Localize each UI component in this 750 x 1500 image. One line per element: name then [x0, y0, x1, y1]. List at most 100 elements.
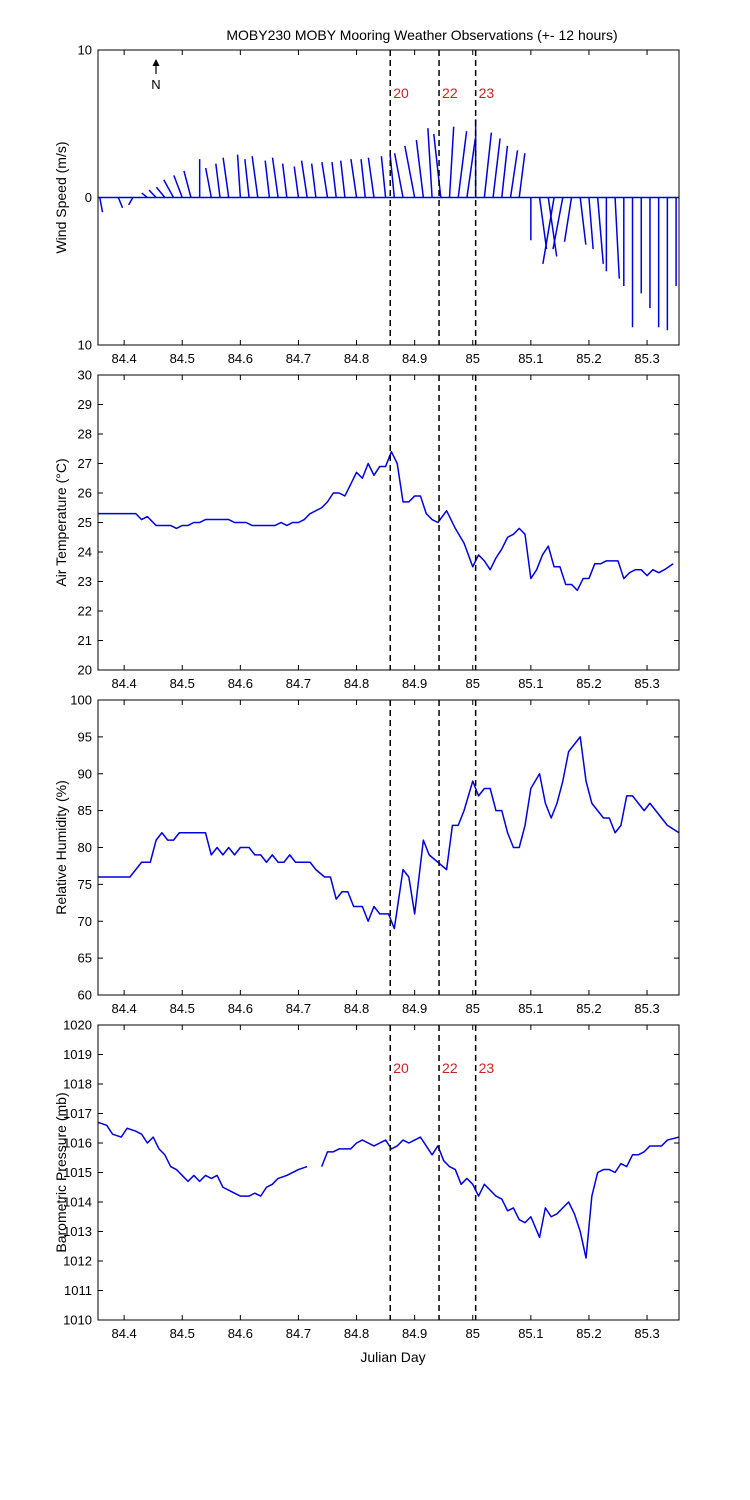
- x-tick-label: 84.6: [228, 1001, 253, 1016]
- wind-vector: [483, 132, 493, 198]
- y-tick-label: 75: [78, 877, 92, 892]
- x-tick-label: 84.9: [402, 1001, 427, 1016]
- wind-vector: [293, 166, 300, 198]
- wind-vector: [215, 163, 221, 198]
- y-tick-label: 1010: [63, 1313, 92, 1328]
- wind-vector: [563, 197, 573, 242]
- x-tick-label: 85: [466, 1326, 480, 1341]
- wind-vector: [155, 186, 166, 198]
- x-tick-label: 85.1: [518, 1001, 543, 1016]
- event-label: 20: [393, 1060, 409, 1076]
- y-tick-label: 65: [78, 951, 92, 966]
- wind-vector: [331, 162, 337, 198]
- event-label: 23: [479, 85, 495, 101]
- panel-3: 84.4 84.5 84.6 84.7 84.8 84.9 85 85.1 85.2 85.3 10…: [53, 693, 680, 1016]
- panel-frame: [97, 699, 680, 996]
- x-axis-label: Julian Day: [360, 1349, 425, 1365]
- y-tick-label: 85: [78, 803, 92, 818]
- y-axis-label: Relative Humidity (%): [53, 780, 69, 915]
- y-tick-label: 1014: [63, 1195, 92, 1210]
- x-tick-label: 84.8: [344, 1326, 369, 1341]
- x-tick-label: 85.1: [518, 1326, 543, 1341]
- y-tick-label: 70: [78, 914, 92, 929]
- wind-vector: [183, 170, 192, 198]
- y-tick-label: 10: [78, 338, 92, 353]
- wind-vector: [448, 126, 455, 198]
- event-label: 22: [442, 1060, 458, 1076]
- wind-vector: [148, 189, 157, 199]
- wind-vector: [310, 163, 317, 198]
- x-tick-label: 84.9: [402, 676, 427, 691]
- y-tick-label: 28: [78, 427, 92, 442]
- wind-vector: [542, 197, 555, 264]
- wind-vector: [281, 163, 288, 198]
- x-tick-label: 85.2: [576, 351, 601, 366]
- x-tick-label: 84.5: [170, 1001, 195, 1016]
- series-line: [320, 1136, 679, 1259]
- x-tick-label: 84.5: [170, 1326, 195, 1341]
- y-tick-label: 23: [78, 574, 92, 589]
- wind-vector: [415, 139, 425, 198]
- event-label: 20: [393, 85, 409, 101]
- wind-vector: [264, 160, 271, 198]
- y-tick-label: 1018: [63, 1077, 92, 1092]
- wind-vector: [173, 175, 183, 198]
- x-tick-label: 85.1: [518, 351, 543, 366]
- y-tick-label: 90: [78, 766, 92, 781]
- panel-frame: [97, 49, 680, 346]
- y-axis-label: Barometric Pressure (mb): [53, 1092, 69, 1252]
- x-tick-label: 84.5: [170, 676, 195, 691]
- wind-vector: [141, 192, 148, 199]
- panel-2: 84.4 84.5 84.6 84.7 84.8 84.9 85 85.1 85.2 85.3 30…: [53, 368, 680, 691]
- x-tick-label: 84.4: [111, 351, 136, 366]
- wind-vector: [163, 179, 175, 198]
- wind-vector: [579, 197, 587, 245]
- x-tick-label: 84.4: [111, 1001, 136, 1016]
- wind-vector: [321, 161, 329, 198]
- wind-vector: [244, 159, 250, 198]
- x-tick-label: 85.3: [634, 1326, 659, 1341]
- wind-vector: [99, 197, 104, 213]
- wind-vector: [360, 159, 367, 198]
- wind-vector: [492, 138, 501, 198]
- y-tick-label: 26: [78, 486, 92, 501]
- x-tick-label: 85.3: [634, 1001, 659, 1016]
- wind-vector: [367, 157, 375, 198]
- x-tick-label: 85.3: [634, 676, 659, 691]
- wind-vector: [251, 156, 259, 198]
- panel-4: 84.4 84.5 84.6 84.7 84.8 84.9 85 85.1 85.2 85.3 10…: [53, 1018, 680, 1341]
- y-tick-label: 60: [78, 988, 92, 1003]
- x-tick-label: 84.9: [402, 351, 427, 366]
- y-tick-label: 1013: [63, 1224, 92, 1239]
- y-tick-label: 100: [70, 693, 92, 708]
- wind-vector: [552, 197, 564, 250]
- y-tick-label: 22: [78, 604, 92, 619]
- wind-vector: [518, 153, 526, 198]
- wind-vector: [222, 157, 230, 198]
- wind-vector: [547, 197, 558, 257]
- wind-vector: [128, 197, 134, 206]
- wind-vector: [204, 167, 213, 198]
- y-tick-label: 20: [78, 663, 92, 678]
- y-tick-label: 1019: [63, 1047, 92, 1062]
- wind-vector: [466, 138, 477, 198]
- y-tick-label: 30: [78, 368, 92, 383]
- y-tick-label: 24: [78, 545, 92, 560]
- x-tick-label: 85: [466, 1001, 480, 1016]
- x-tick-label: 85.2: [576, 1001, 601, 1016]
- x-tick-label: 85.2: [576, 1326, 601, 1341]
- plot-area: [98, 736, 679, 930]
- plot-area: [98, 119, 679, 331]
- y-tick-label: 1017: [63, 1106, 92, 1121]
- x-tick-label: 84.6: [228, 351, 253, 366]
- x-tick-label: 85.3: [634, 351, 659, 366]
- wind-vector: [350, 159, 358, 198]
- x-tick-label: 84.8: [344, 351, 369, 366]
- wind-vector: [614, 197, 621, 279]
- series-line: [98, 736, 679, 930]
- y-tick-label: 80: [78, 840, 92, 855]
- y-tick-label: 1016: [63, 1136, 92, 1151]
- wind-vector: [271, 157, 279, 198]
- wind-vector: [117, 197, 124, 209]
